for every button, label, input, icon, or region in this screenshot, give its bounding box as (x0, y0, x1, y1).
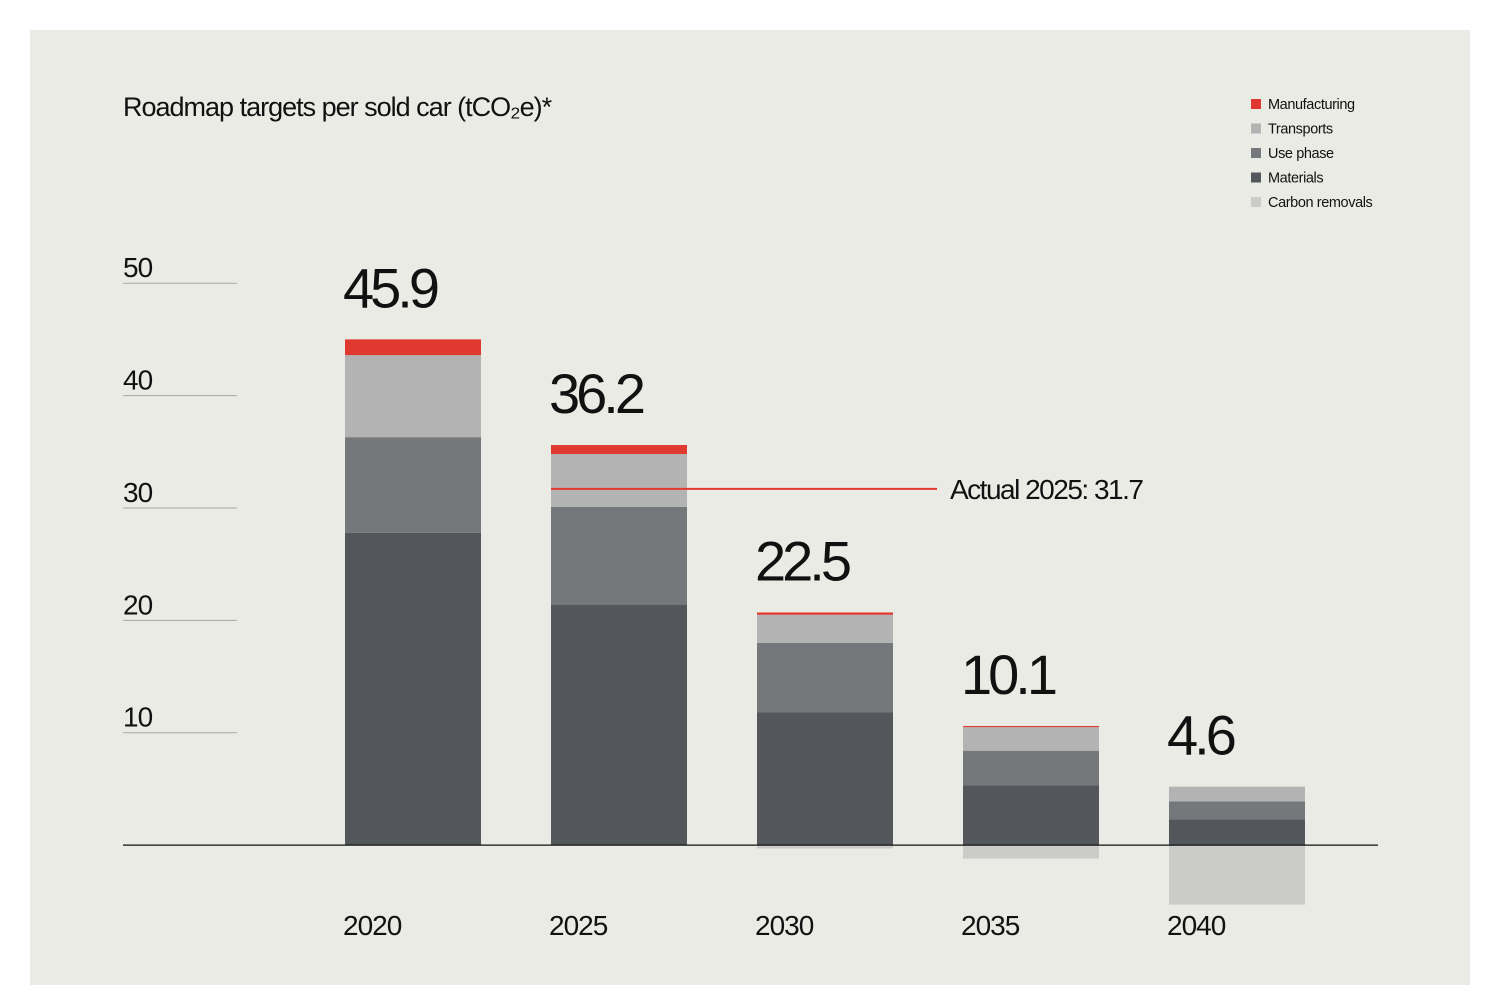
bar-segment (963, 750, 1099, 786)
bar-segment (551, 604, 687, 846)
x-tick-label: 2020 (343, 910, 402, 941)
annotation-label: Actual 2025: 31.7 (950, 474, 1143, 505)
bar-segment (1169, 845, 1305, 905)
bar-segment (345, 339, 481, 356)
y-tick-label: 20 (123, 589, 153, 620)
legend-swatch (1251, 148, 1261, 158)
bar-segment (757, 712, 893, 846)
bar-segment (1169, 801, 1305, 820)
bar-segment (345, 355, 481, 438)
bar-segment (963, 845, 1099, 859)
x-tick-label: 2030 (755, 910, 814, 941)
bar-segment (963, 727, 1099, 751)
bar-segment (757, 614, 893, 643)
bar-segment (551, 454, 687, 507)
legend-swatch (1251, 123, 1261, 134)
bar-segment (1169, 786, 1305, 802)
total-label: 45.9 (343, 256, 438, 319)
legend-label: Transports (1268, 122, 1333, 138)
total-label: 10.1 (961, 643, 1056, 706)
bar-segment (757, 612, 893, 615)
y-tick-label: 50 (123, 252, 153, 283)
bar-segment (551, 506, 687, 605)
bar-segment (757, 845, 893, 849)
bar-segment (963, 785, 1099, 846)
bar-segment (1169, 819, 1305, 846)
y-tick-label: 30 (123, 477, 153, 508)
bar-segment (345, 532, 481, 846)
x-tick-label: 2035 (961, 910, 1020, 941)
bar-segment (345, 437, 481, 533)
x-tick-label: 2040 (1167, 910, 1226, 941)
legend-label: Carbon removals (1268, 195, 1373, 211)
total-label: 22.5 (755, 529, 850, 592)
chart-title: Roadmap targets per sold car (tCO₂e)* (123, 92, 553, 122)
legend-label: Use phase (1268, 146, 1334, 162)
legend-label: Manufacturing (1268, 97, 1355, 113)
y-tick-label: 40 (123, 365, 153, 396)
x-tick-label: 2025 (549, 910, 608, 941)
legend-swatch (1251, 197, 1261, 207)
legend-swatch (1251, 172, 1261, 183)
total-label: 4.6 (1167, 704, 1235, 767)
legend-swatch (1251, 99, 1261, 109)
bar-segment (551, 445, 687, 455)
bar-segment (757, 642, 893, 713)
bar-segment (963, 725, 1099, 728)
y-tick-label: 10 (123, 702, 153, 733)
total-label: 36.2 (549, 362, 644, 425)
legend-label: Materials (1268, 171, 1323, 187)
